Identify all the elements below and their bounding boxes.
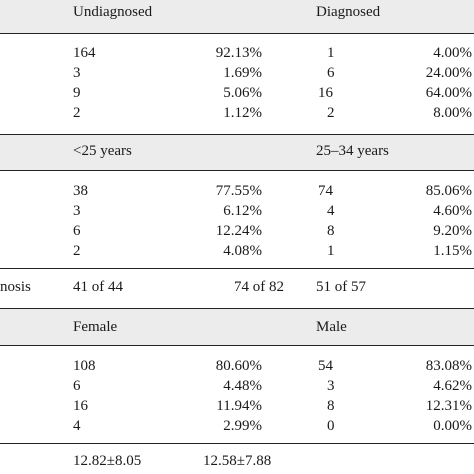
table-cell: 74 of 82 bbox=[234, 279, 284, 295]
table-cell: 85.06% bbox=[425, 183, 472, 199]
table-cell: 64.00% bbox=[425, 85, 472, 101]
table-cell: 51 of 57 bbox=[316, 279, 366, 295]
table-cell: 1.69% bbox=[223, 65, 262, 81]
table-cell: 6 bbox=[73, 378, 81, 394]
table-cell: 9.20% bbox=[433, 223, 472, 239]
table-cell: 2 bbox=[327, 105, 335, 121]
table-cell: 6 bbox=[73, 223, 81, 239]
table-cell: 4 bbox=[327, 203, 335, 219]
table-cell: 1 bbox=[327, 243, 335, 259]
table-cell: 6.12% bbox=[223, 203, 262, 219]
table-cell: 4.60% bbox=[433, 203, 472, 219]
table-cell: 12.24% bbox=[215, 223, 262, 239]
section-header-band bbox=[0, 134, 474, 171]
table-cell: 4.62% bbox=[433, 378, 472, 394]
column-header: Diagnosed bbox=[316, 4, 381, 20]
section-header-band bbox=[0, 0, 474, 34]
column-header: Male bbox=[316, 319, 347, 335]
table-cell: 8.00% bbox=[433, 105, 472, 121]
table-cell: 12.58±7.88 bbox=[203, 453, 272, 469]
table-cell: 83.08% bbox=[425, 358, 472, 374]
table-cell: 77.55% bbox=[215, 183, 262, 199]
table-cell: 3 bbox=[327, 378, 335, 394]
table-cell: 41 of 44 bbox=[73, 279, 123, 295]
table-cell: 24.00% bbox=[425, 65, 472, 81]
table-cell: 108 bbox=[73, 358, 96, 374]
table-cell: 2.99% bbox=[223, 418, 262, 434]
table-cell: 74 bbox=[318, 183, 333, 199]
column-header: Undiagnosed bbox=[73, 4, 153, 20]
row-label: nosis bbox=[0, 279, 31, 295]
table-cell: 0 bbox=[327, 418, 335, 434]
table-cell: 1.12% bbox=[223, 105, 262, 121]
table-cell: 11.94% bbox=[216, 398, 262, 414]
column-header: Female bbox=[73, 319, 118, 335]
table-cell: 0.00% bbox=[433, 418, 472, 434]
table-cell: 4.08% bbox=[223, 243, 262, 259]
table-cell: 1.15% bbox=[433, 243, 472, 259]
row-divider bbox=[0, 268, 474, 269]
table-cell: 6 bbox=[327, 65, 335, 81]
table-cell: 2 bbox=[73, 243, 81, 259]
table-cell: 4.48% bbox=[223, 378, 262, 394]
table-cell: 4 bbox=[73, 418, 81, 434]
table-cell: 16 bbox=[318, 85, 333, 101]
table-cell: 12.82±8.05 bbox=[73, 453, 142, 469]
table-cell: 9 bbox=[73, 85, 81, 101]
table-cell: 4.00% bbox=[433, 45, 472, 61]
table-cell: 16 bbox=[73, 398, 88, 414]
table-cell: 3 bbox=[73, 203, 81, 219]
table-cell: 12.31% bbox=[425, 398, 472, 414]
table-cell: 54 bbox=[318, 358, 333, 374]
table-cell: 1 bbox=[327, 45, 335, 61]
table-cell: 164 bbox=[73, 45, 96, 61]
table-cell: 8 bbox=[327, 223, 335, 239]
table-cell: 2 bbox=[73, 105, 81, 121]
table-cell: 80.60% bbox=[215, 358, 262, 374]
section-header-band bbox=[0, 308, 474, 346]
column-header: <25 years bbox=[73, 143, 132, 159]
table-cell: 3 bbox=[73, 65, 81, 81]
table-cell: 38 bbox=[73, 183, 88, 199]
table-cell: 8 bbox=[327, 398, 335, 414]
row-divider bbox=[0, 443, 474, 444]
table-cell: 5.06% bbox=[223, 85, 262, 101]
table-cell: 92.13% bbox=[215, 45, 262, 61]
column-header: 25–34 years bbox=[316, 143, 389, 159]
